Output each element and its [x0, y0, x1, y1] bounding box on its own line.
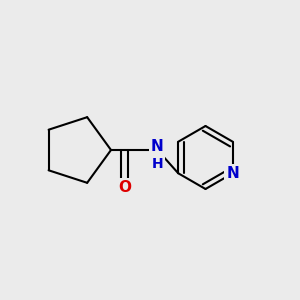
- Text: N: N: [226, 166, 239, 181]
- Text: O: O: [118, 180, 131, 195]
- Text: H: H: [152, 158, 163, 171]
- Text: N: N: [151, 139, 164, 154]
